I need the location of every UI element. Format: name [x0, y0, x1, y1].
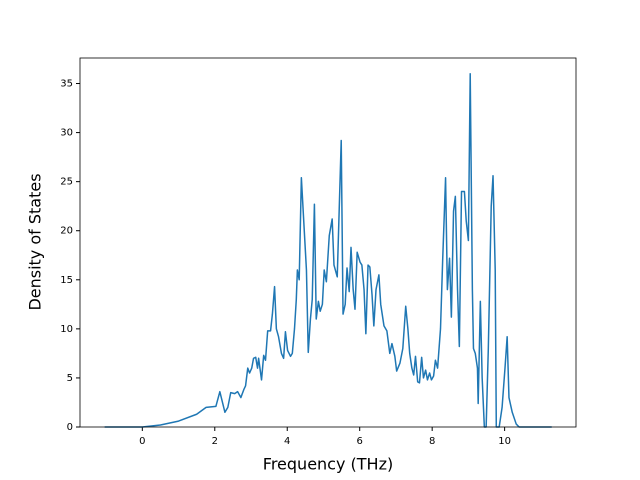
- x-axis-label: Frequency (THz): [263, 455, 393, 474]
- x-tick-label: 8: [429, 436, 435, 447]
- line-series: [104, 72, 552, 428]
- y-axis-label: Density of States: [26, 173, 45, 310]
- y-tick-label: 20: [60, 226, 73, 237]
- y-tick-label: 25: [60, 177, 73, 188]
- y-tick-label: 0: [67, 422, 73, 433]
- x-tick-label: 6: [357, 436, 363, 447]
- x-tick-label: 10: [498, 436, 511, 447]
- x-tick-label: 4: [284, 436, 290, 447]
- y-tick-label: 30: [60, 128, 73, 139]
- x-tick-label: 2: [212, 436, 218, 447]
- y-tick-label: 35: [60, 79, 73, 90]
- plot-frame: [79, 57, 577, 428]
- y-tick-label: 15: [60, 275, 73, 286]
- y-tick-label: 5: [67, 373, 73, 384]
- x-tick-label: 0: [139, 436, 145, 447]
- y-tick-label: 10: [60, 324, 73, 335]
